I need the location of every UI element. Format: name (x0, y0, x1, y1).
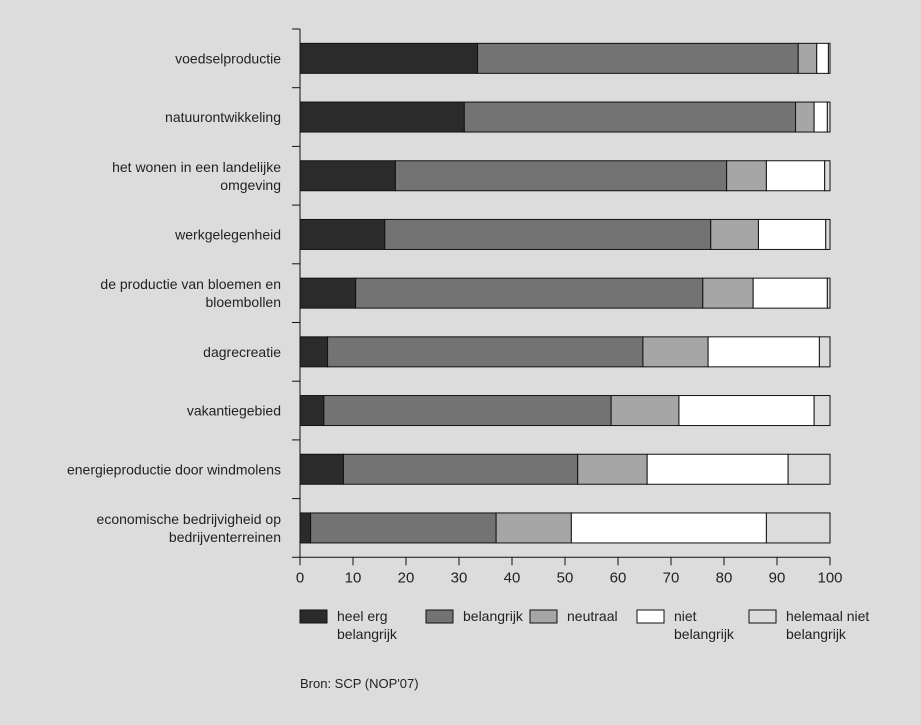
bar-segment (355, 277, 704, 309)
bar-segment (299, 277, 357, 309)
bar-segment (342, 453, 579, 485)
legend-label: helemaal niet belangrijk (786, 608, 869, 642)
bar-segment (577, 453, 648, 485)
category-label: natuurontwikkeling (165, 109, 281, 125)
category-label: economische bedrijvigheid op bedrijventer… (97, 511, 282, 545)
bar-segment (795, 101, 815, 133)
bar-segment (384, 218, 712, 250)
bar-segment (327, 336, 644, 368)
bar-segment (765, 512, 831, 544)
x-tick-label: 60 (610, 569, 627, 586)
x-tick-label: 100 (817, 569, 842, 586)
source-note: Bron: SCP (NOP'07) (300, 676, 419, 691)
x-tick-label: 20 (398, 569, 415, 586)
legend-label: heel erg belangrijk (337, 608, 398, 642)
bar-segment (299, 336, 329, 368)
category-label: werkgelegenheid (174, 226, 281, 242)
bar-segment (463, 101, 797, 133)
bar-segment (765, 160, 826, 192)
bar-segment (826, 101, 831, 133)
x-tick-label: 0 (296, 569, 304, 586)
x-tick-label: 10 (345, 569, 362, 586)
bar-segment (818, 336, 831, 368)
bar-segment (646, 453, 789, 485)
legend-label: niet belangrijk (674, 608, 735, 642)
bar-segment (299, 101, 465, 133)
bar-segment (825, 218, 831, 250)
bar-segment (816, 42, 829, 74)
bar-segment (299, 453, 344, 485)
x-tick-label: 40 (504, 569, 521, 586)
bar-segment (323, 395, 612, 427)
x-tick-label: 80 (716, 569, 733, 586)
category-label: energieproductie door windmolens (67, 461, 281, 477)
bar-segment (726, 160, 767, 192)
x-tick-label: 70 (663, 569, 680, 586)
bar-segment (710, 218, 759, 250)
category-label: het wonen in een landelijke omgeving (112, 159, 281, 193)
bar-segment (813, 395, 831, 427)
x-tick-label: 90 (769, 569, 786, 586)
bar-segment (757, 218, 827, 250)
bar-segment (610, 395, 680, 427)
bar-segment (299, 160, 396, 192)
bar-segment (299, 42, 479, 74)
bar-segment (797, 42, 818, 74)
bar-segment (477, 42, 799, 74)
bar-segment (299, 395, 325, 427)
bar-segment (299, 218, 386, 250)
category-label: voedselproductie (175, 50, 281, 66)
bar-segment (813, 101, 828, 133)
bar-segment (826, 277, 831, 309)
bar-segment (394, 160, 728, 192)
bar-segment (827, 42, 831, 74)
category-label: vakantiegebied (187, 403, 281, 419)
category-label: dagrecreatie (203, 344, 281, 360)
legend-swatch (529, 609, 558, 624)
bar-segment (299, 512, 312, 544)
x-tick-label: 30 (451, 569, 468, 586)
bar-segment (787, 453, 831, 485)
bar-segment (707, 336, 820, 368)
bar-segment (495, 512, 572, 544)
legend-label: neutraal (567, 608, 618, 624)
bar-segment (824, 160, 831, 192)
legend-swatch (636, 609, 665, 624)
legend-swatch (425, 609, 454, 624)
legend-label: belangrijk (463, 608, 524, 624)
legend-swatch (748, 609, 777, 624)
bar-segment (642, 336, 709, 368)
category-label: de productie van bloemen en bloembollen (100, 276, 281, 310)
legend-swatch (299, 609, 328, 624)
bar-segment (310, 512, 497, 544)
bar-segment (752, 277, 828, 309)
x-tick-label: 50 (557, 569, 574, 586)
bar-segment (702, 277, 754, 309)
bar-segment (570, 512, 767, 544)
bar-segment (678, 395, 815, 427)
